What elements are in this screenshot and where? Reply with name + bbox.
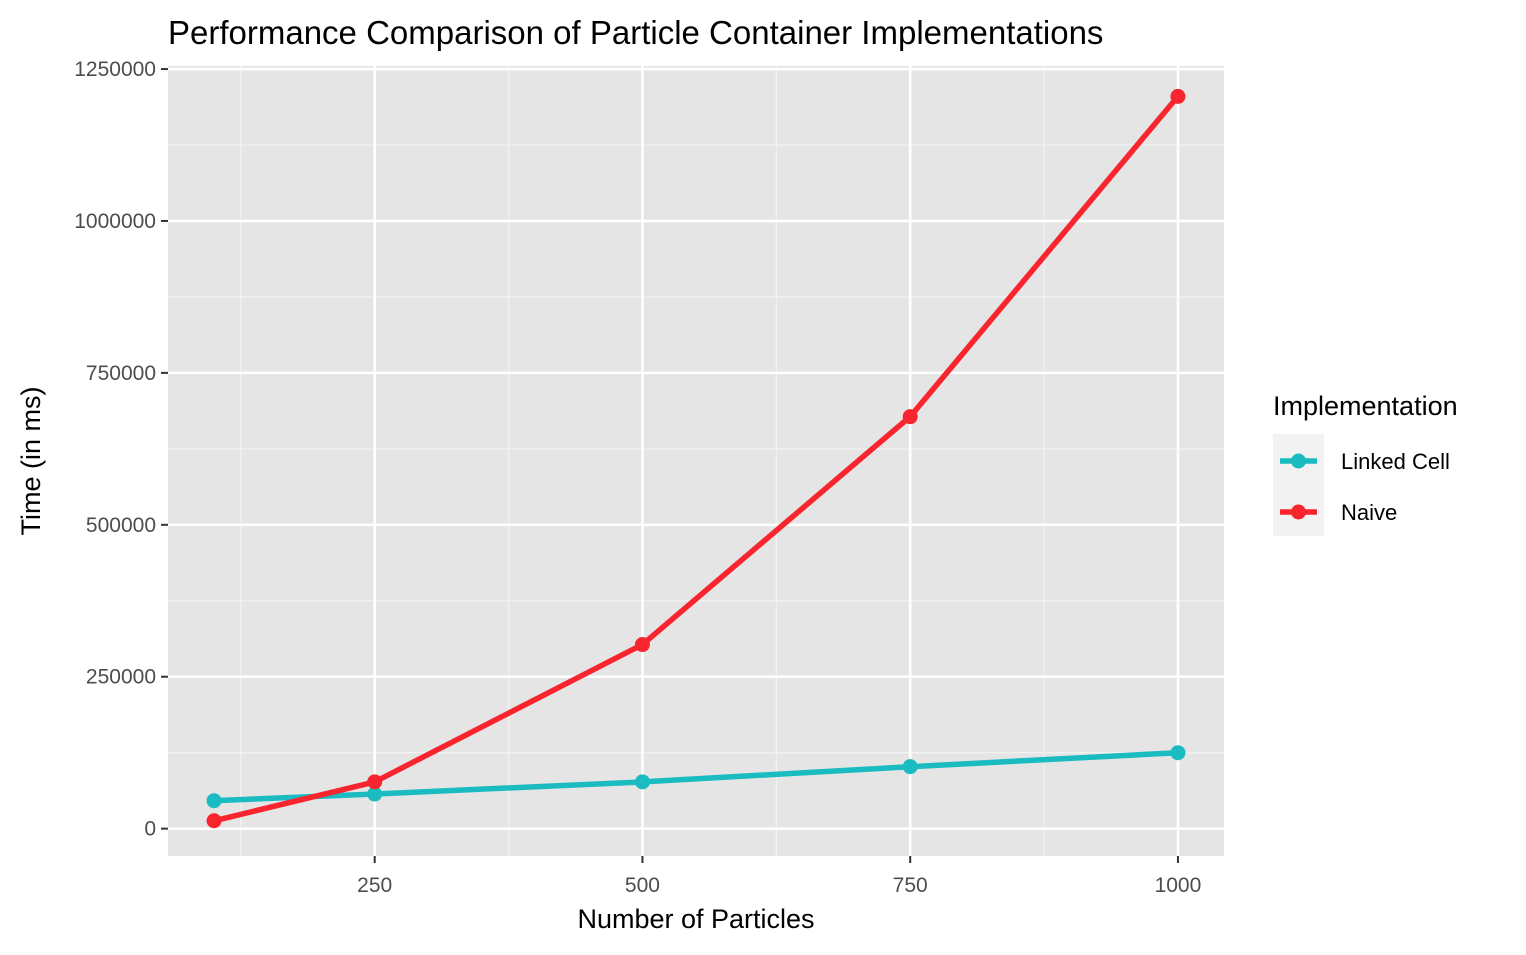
y-tick-label: 250000 — [86, 666, 156, 689]
major-gridlines — [168, 66, 1224, 856]
legend-key-point-naive — [1291, 504, 1306, 520]
y-tick-label: 750000 — [86, 362, 156, 385]
legend-label-linked-cell: Linked Cell — [1341, 449, 1450, 474]
x-tick-label: 250 — [357, 874, 392, 897]
x-tick-label: 750 — [893, 874, 928, 897]
y-axis-label: Time (in ms) — [16, 387, 46, 536]
x-axis: 250 500 750 1000 — [357, 856, 1201, 897]
data-point-naive — [1170, 88, 1186, 104]
x-tick-label: 1000 — [1155, 874, 1202, 897]
legend: Implementation Linked Cell Naive — [1273, 391, 1458, 536]
data-point-naive — [206, 813, 222, 829]
data-point-linked-cell — [1170, 745, 1186, 761]
y-tick-label: 1000000 — [74, 210, 156, 233]
x-tick-label: 500 — [625, 874, 660, 897]
legend-key-background — [1273, 434, 1324, 536]
legend-title: Implementation — [1273, 391, 1458, 421]
plot-panel — [168, 66, 1224, 856]
y-tick-label: 1250000 — [74, 58, 156, 81]
data-point-linked-cell — [902, 759, 918, 775]
y-tick-label: 500000 — [86, 514, 156, 537]
y-axis: 0 250000 500000 750000 1000000 1250000 — [74, 58, 168, 841]
legend-key-point-linked-cell — [1291, 453, 1306, 469]
data-point-naive — [367, 774, 383, 790]
data-point-linked-cell — [206, 793, 222, 809]
data-point-linked-cell — [367, 786, 383, 802]
series-layer — [206, 88, 1186, 829]
data-point-naive — [634, 637, 650, 653]
chart-title: Performance Comparison of Particle Conta… — [168, 14, 1103, 51]
legend-label-naive: Naive — [1341, 500, 1397, 525]
data-point-naive — [902, 409, 918, 425]
data-point-linked-cell — [634, 774, 650, 790]
x-axis-label: Number of Particles — [577, 904, 814, 934]
y-tick-label: 0 — [144, 818, 156, 841]
